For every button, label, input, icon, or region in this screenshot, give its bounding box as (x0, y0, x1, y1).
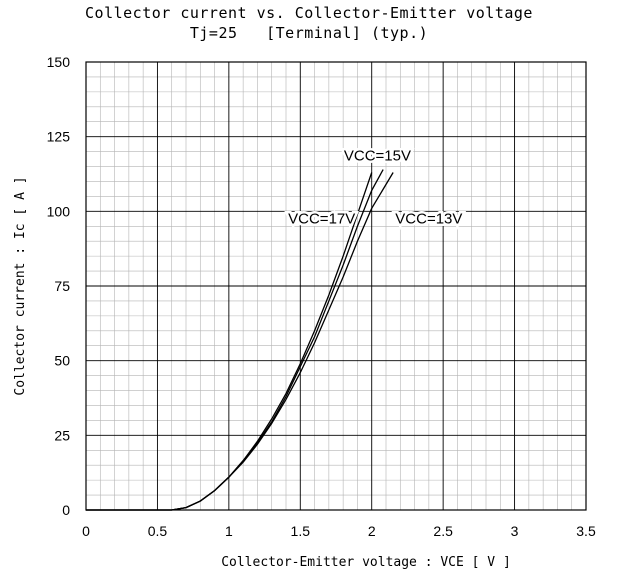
y-tick-label: 25 (54, 427, 70, 443)
x-tick-label: 1 (225, 523, 233, 539)
series-label: VCC=13V (395, 210, 462, 227)
y-tick-label: 100 (47, 203, 71, 219)
y-tick-labels: 0 25 50 75 100 125 150 (47, 54, 71, 518)
x-tick-label: 1.5 (291, 523, 311, 539)
x-tick-label: 0 (82, 523, 90, 539)
series-lines (86, 169, 394, 511)
y-tick-label: 125 (47, 129, 71, 145)
y-tick-label: 0 (62, 502, 70, 518)
x-tick-labels: 0 0.5 1 1.5 2 2.5 3 3.5 (82, 523, 596, 539)
x-tick-label: 0.5 (148, 523, 168, 539)
x-tick-label: 3.5 (576, 523, 596, 539)
series-line (86, 172, 394, 511)
series-labels: VCC=15V VCC=17V VCC=13V (286, 145, 465, 230)
x-tick-label: 2.5 (433, 523, 453, 539)
chart-title: Collector current vs. Collector-Emitter … (85, 4, 533, 22)
x-tick-label: 2 (368, 523, 376, 539)
series-label: VCC=17V (288, 210, 355, 227)
y-tick-label: 150 (47, 54, 71, 70)
x-axis-title: Collector-Emitter voltage : VCE [ V ] (221, 555, 511, 570)
major-gridlines (85, 61, 587, 511)
y-tick-label: 75 (54, 278, 70, 294)
y-axis-title: Collector current : Ic [ A ] (13, 176, 28, 395)
x-tick-label: 3 (511, 523, 519, 539)
y-tick-label: 50 (54, 353, 70, 369)
chart-subtitle: Tj=25 [Terminal] (typ.) (189, 24, 429, 42)
series-label: VCC=15V (344, 148, 411, 165)
plot-frame (85, 61, 587, 511)
